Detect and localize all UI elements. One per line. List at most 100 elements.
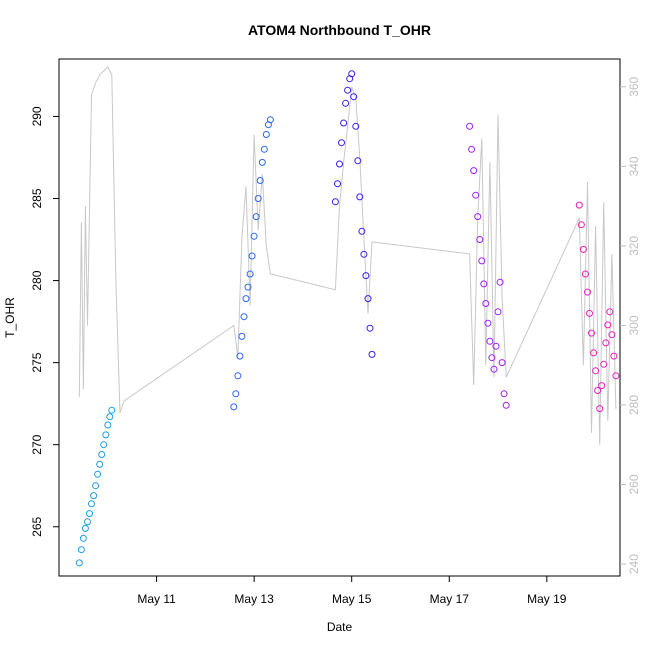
data-point bbox=[256, 177, 264, 184]
data-point bbox=[250, 232, 258, 240]
data-point bbox=[102, 431, 110, 439]
data-point bbox=[488, 354, 496, 362]
x-axis: May 11 May 13 May 15 May 17 May 19 bbox=[137, 576, 567, 606]
data-point bbox=[79, 534, 87, 542]
data-point bbox=[96, 460, 104, 468]
data-point bbox=[606, 308, 614, 316]
data-point bbox=[575, 201, 583, 209]
x-tick-label: May 15 bbox=[332, 592, 372, 606]
data-point bbox=[352, 122, 360, 130]
y-axis-left: 265 270 275 280 285 290 bbox=[30, 106, 59, 537]
data-point bbox=[262, 131, 270, 138]
data-point bbox=[92, 482, 100, 490]
data-point bbox=[494, 308, 502, 316]
data-point bbox=[478, 257, 486, 265]
x-tick-label: May 13 bbox=[234, 592, 274, 606]
data-point bbox=[260, 145, 268, 153]
y-tick-label: 270 bbox=[30, 434, 44, 454]
data-point bbox=[600, 360, 608, 368]
data-point bbox=[594, 387, 602, 394]
data-point bbox=[577, 221, 585, 229]
y2-tick-label: 320 bbox=[627, 236, 641, 256]
data-point bbox=[354, 157, 362, 165]
y2-tick-label: 260 bbox=[627, 474, 641, 494]
data-point bbox=[334, 180, 341, 188]
x-tick-label: May 11 bbox=[137, 592, 176, 606]
data-point bbox=[344, 86, 352, 94]
series-2 bbox=[230, 116, 274, 411]
data-point bbox=[482, 300, 490, 307]
y-tick-label: 280 bbox=[30, 270, 44, 290]
data-point bbox=[266, 116, 274, 124]
data-point bbox=[336, 160, 343, 168]
data-point bbox=[331, 198, 339, 206]
data-point bbox=[236, 352, 244, 360]
y-tick-label: 285 bbox=[30, 188, 44, 208]
data-point bbox=[588, 329, 595, 337]
data-point bbox=[602, 339, 610, 347]
data-point bbox=[88, 500, 95, 508]
data-point bbox=[258, 158, 266, 166]
data-point bbox=[86, 510, 93, 518]
y-tick-label: 265 bbox=[30, 516, 44, 536]
data-point bbox=[94, 470, 102, 478]
data-point bbox=[496, 278, 504, 286]
data-point bbox=[340, 119, 348, 127]
data-point bbox=[81, 524, 89, 532]
data-point bbox=[360, 250, 368, 258]
data-point bbox=[596, 405, 604, 413]
data-point bbox=[100, 441, 108, 449]
data-point bbox=[502, 401, 510, 409]
data-point bbox=[252, 213, 260, 221]
data-point bbox=[104, 421, 112, 429]
y-tick-label: 290 bbox=[30, 106, 44, 126]
data-point bbox=[486, 337, 494, 345]
data-point bbox=[366, 324, 374, 332]
series-4 bbox=[466, 122, 510, 409]
data-point bbox=[246, 270, 254, 278]
data-point bbox=[581, 270, 589, 278]
series-3 bbox=[331, 70, 376, 358]
data-point bbox=[106, 413, 114, 421]
data-point bbox=[466, 122, 474, 130]
secondary-line-layer bbox=[78, 66, 617, 445]
y2-tick-label: 240 bbox=[627, 554, 641, 574]
y-axis-right: 240 260 280 300 320 340 360 bbox=[620, 76, 641, 574]
x-tick-label: May 19 bbox=[527, 592, 567, 606]
data-point bbox=[579, 245, 587, 253]
y2-tick-label: 340 bbox=[627, 156, 641, 176]
scatter-layer bbox=[75, 70, 620, 567]
data-point bbox=[474, 213, 482, 221]
data-point bbox=[230, 403, 238, 411]
y-tick-label: 275 bbox=[30, 352, 44, 372]
data-point bbox=[356, 193, 364, 201]
data-point bbox=[492, 342, 500, 350]
data-point bbox=[484, 319, 492, 327]
data-point bbox=[592, 367, 600, 375]
data-point bbox=[476, 236, 484, 243]
x-axis-label: Date bbox=[327, 620, 353, 634]
data-point bbox=[498, 359, 506, 367]
series-5 bbox=[575, 201, 620, 413]
data-point bbox=[584, 288, 591, 296]
data-point bbox=[490, 365, 498, 373]
data-point bbox=[338, 139, 345, 147]
data-point bbox=[472, 191, 480, 199]
data-point bbox=[608, 331, 616, 339]
data-point bbox=[98, 451, 106, 458]
data-point bbox=[242, 295, 250, 303]
data-point bbox=[84, 518, 91, 526]
data-point bbox=[470, 167, 478, 175]
data-point bbox=[612, 372, 620, 380]
secondary-series-line bbox=[78, 66, 617, 445]
data-point bbox=[480, 280, 488, 288]
chart-title: ATOM4 Northbound T_OHR bbox=[248, 22, 431, 38]
data-point bbox=[75, 559, 83, 567]
data-point bbox=[362, 272, 370, 280]
data-point bbox=[604, 321, 612, 329]
data-point bbox=[238, 332, 246, 340]
data-point bbox=[348, 70, 356, 78]
data-point bbox=[77, 546, 85, 554]
data-point bbox=[598, 382, 606, 390]
